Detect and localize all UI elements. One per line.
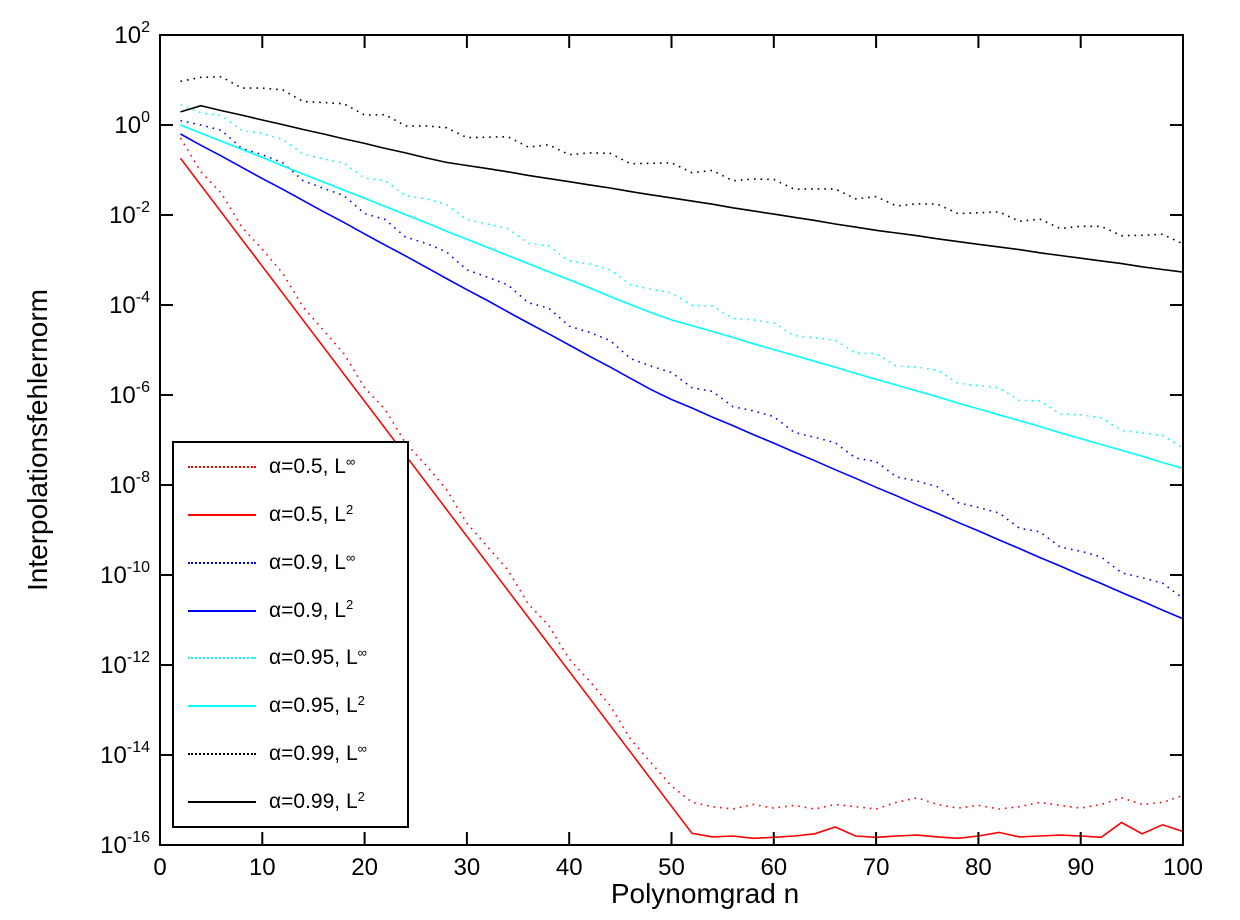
y-tick-label: 10-8 bbox=[109, 469, 150, 499]
legend-line-sample bbox=[188, 465, 256, 468]
legend-label-sup: 2 bbox=[357, 693, 365, 709]
x-tick-label: 60 bbox=[760, 854, 787, 881]
legend-entry: α=0.95, L2 bbox=[174, 686, 407, 726]
x-tick-label: 30 bbox=[454, 854, 481, 881]
x-tick-label: 80 bbox=[965, 854, 992, 881]
legend-entry: α=0.95, L∞ bbox=[174, 638, 407, 678]
series-lines bbox=[179, 75, 1184, 840]
x-tick-label: 90 bbox=[1067, 854, 1094, 881]
y-ticks: 102 100 10-2 10-4 10-6 10-8 10-10 10-12 10-14 10-… bbox=[100, 19, 1183, 859]
legend-entry: α=0.9, L∞ bbox=[174, 543, 407, 583]
legend-label-sup: ∞ bbox=[357, 741, 367, 757]
legend-label-sup: 2 bbox=[357, 788, 365, 804]
x-tick-label: 20 bbox=[351, 854, 378, 881]
x-tick-label: 100 bbox=[1163, 854, 1203, 881]
x-ticks: 0 10 20 30 40 50 60 70 80 90 100 bbox=[153, 35, 1203, 881]
legend-label-text: α=0.95, L bbox=[269, 694, 358, 718]
series-line-5 bbox=[180, 124, 1184, 470]
x-tick-label: 10 bbox=[249, 854, 276, 881]
legend: α=0.5, L∞ α=0.5, L2 α=0.9, L∞ α=0.9, L2 … bbox=[172, 441, 409, 828]
x-tick-label: 70 bbox=[863, 854, 890, 881]
legend-label-sup: ∞ bbox=[345, 453, 356, 469]
y-axis-label: Interpolationsfehlernorm bbox=[22, 138, 54, 591]
x-tick-label: 50 bbox=[658, 854, 685, 881]
legend-line-sample bbox=[188, 753, 256, 756]
y-tick-label: 10-10 bbox=[100, 559, 150, 589]
y-tick-label: 102 bbox=[114, 19, 150, 49]
legend-label-text: α=0.5, L bbox=[269, 454, 346, 478]
legend-line-sample bbox=[188, 513, 256, 516]
series-line-1 bbox=[179, 157, 1184, 840]
y-tick-label: 10-12 bbox=[100, 649, 150, 679]
legend-label-text: α=0.95, L bbox=[269, 646, 358, 670]
y-axis-label-text: Interpolationsfehlernorm bbox=[22, 289, 53, 591]
legend-line-sample bbox=[188, 561, 256, 564]
series-line-6 bbox=[180, 75, 1184, 245]
x-tick-label: 40 bbox=[556, 854, 583, 881]
legend-label-text: α=0.5, L bbox=[269, 502, 346, 526]
legend-entry: α=0.9, L2 bbox=[174, 591, 407, 631]
x-axis-label-text: Polynomgrad n bbox=[610, 878, 800, 909]
legend-entry: α=0.5, L∞ bbox=[174, 447, 407, 487]
x-tick-label: 0 bbox=[153, 854, 166, 881]
legend-label-sup: 2 bbox=[345, 597, 354, 613]
series-line-7 bbox=[180, 104, 1184, 273]
legend-entry: α=0.5, L2 bbox=[174, 495, 407, 535]
legend-label-text: α=0.99, L bbox=[269, 742, 358, 766]
series-line-2 bbox=[180, 119, 1184, 600]
y-tick-label: 100 bbox=[114, 109, 150, 139]
y-tick-label: 10-16 bbox=[100, 829, 150, 859]
legend-entry: α=0.99, L∞ bbox=[174, 734, 407, 774]
legend-label-text: α=0.9, L bbox=[269, 550, 346, 574]
y-tick-label: 10-14 bbox=[100, 739, 150, 769]
legend-line-sample bbox=[188, 801, 256, 804]
legend-line-sample bbox=[188, 609, 256, 612]
legend-line-sample bbox=[188, 657, 256, 660]
y-tick-label: 10-4 bbox=[109, 289, 150, 319]
legend-line-sample bbox=[188, 705, 256, 708]
legend-entry: α=0.99, L2 bbox=[174, 782, 407, 822]
series-line-0 bbox=[179, 137, 1184, 810]
series-line-4 bbox=[180, 104, 1184, 449]
legend-label-sup: 2 bbox=[345, 501, 354, 517]
y-tick-label: 10-2 bbox=[109, 199, 150, 229]
x-axis-label: Polynomgrad n bbox=[85, 878, 1240, 910]
series-line-3 bbox=[180, 133, 1184, 620]
legend-label-sup: ∞ bbox=[357, 645, 367, 661]
y-tick-label: 10-6 bbox=[109, 379, 150, 409]
legend-label-text: α=0.9, L bbox=[269, 598, 346, 622]
legend-label-text: α=0.99, L bbox=[269, 790, 358, 814]
legend-label-sup: ∞ bbox=[345, 549, 356, 565]
